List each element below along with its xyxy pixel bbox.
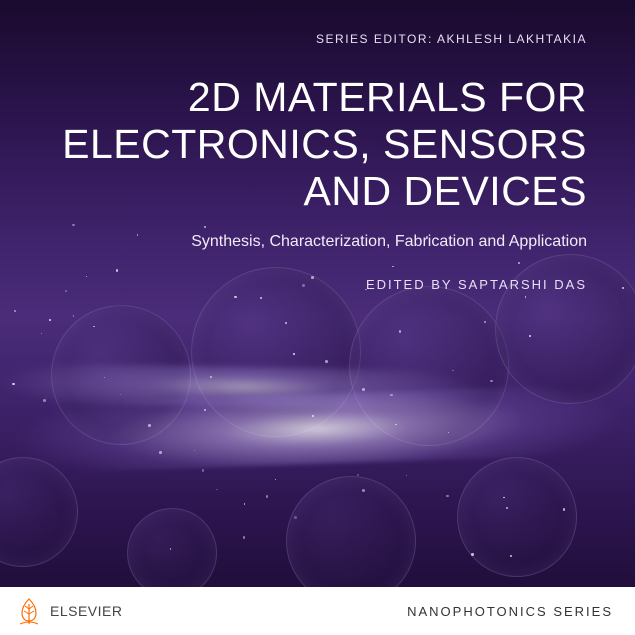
glow-wave	[0, 362, 635, 415]
book-cover: SERIES EDITOR: AKHLESH LAKHTAKIA 2D MATE…	[0, 0, 635, 635]
publisher-name: ELSEVIER	[50, 603, 122, 619]
bottom-bar: ELSEVIER NANOPHOTONICS SERIES	[0, 587, 635, 635]
series-name-label: NANOPHOTONICS SERIES	[407, 604, 613, 619]
sphere	[349, 286, 509, 446]
editor-label: EDITED BY SAPTARSHI DAS	[48, 277, 587, 292]
glow-wave	[0, 380, 635, 477]
book-title: 2D MATERIALS FOR ELECTRONICS, SENSORS AN…	[48, 74, 587, 215]
title-line: ELECTRONICS, SENSORS	[48, 121, 587, 168]
sphere	[127, 508, 217, 598]
book-subtitle: Synthesis, Characterization, Fabrication…	[48, 233, 587, 251]
sphere	[51, 305, 191, 445]
title-line: 2D MATERIALS FOR	[48, 74, 587, 121]
publisher-block: ELSEVIER	[16, 596, 122, 626]
publisher-tree-icon	[16, 596, 42, 626]
sphere	[457, 457, 577, 577]
series-editor-label: SERIES EDITOR: AKHLESH LAKHTAKIA	[48, 32, 587, 46]
title-line: AND DEVICES	[48, 168, 587, 215]
text-block: SERIES EDITOR: AKHLESH LAKHTAKIA 2D MATE…	[0, 0, 635, 292]
sphere	[0, 457, 78, 567]
